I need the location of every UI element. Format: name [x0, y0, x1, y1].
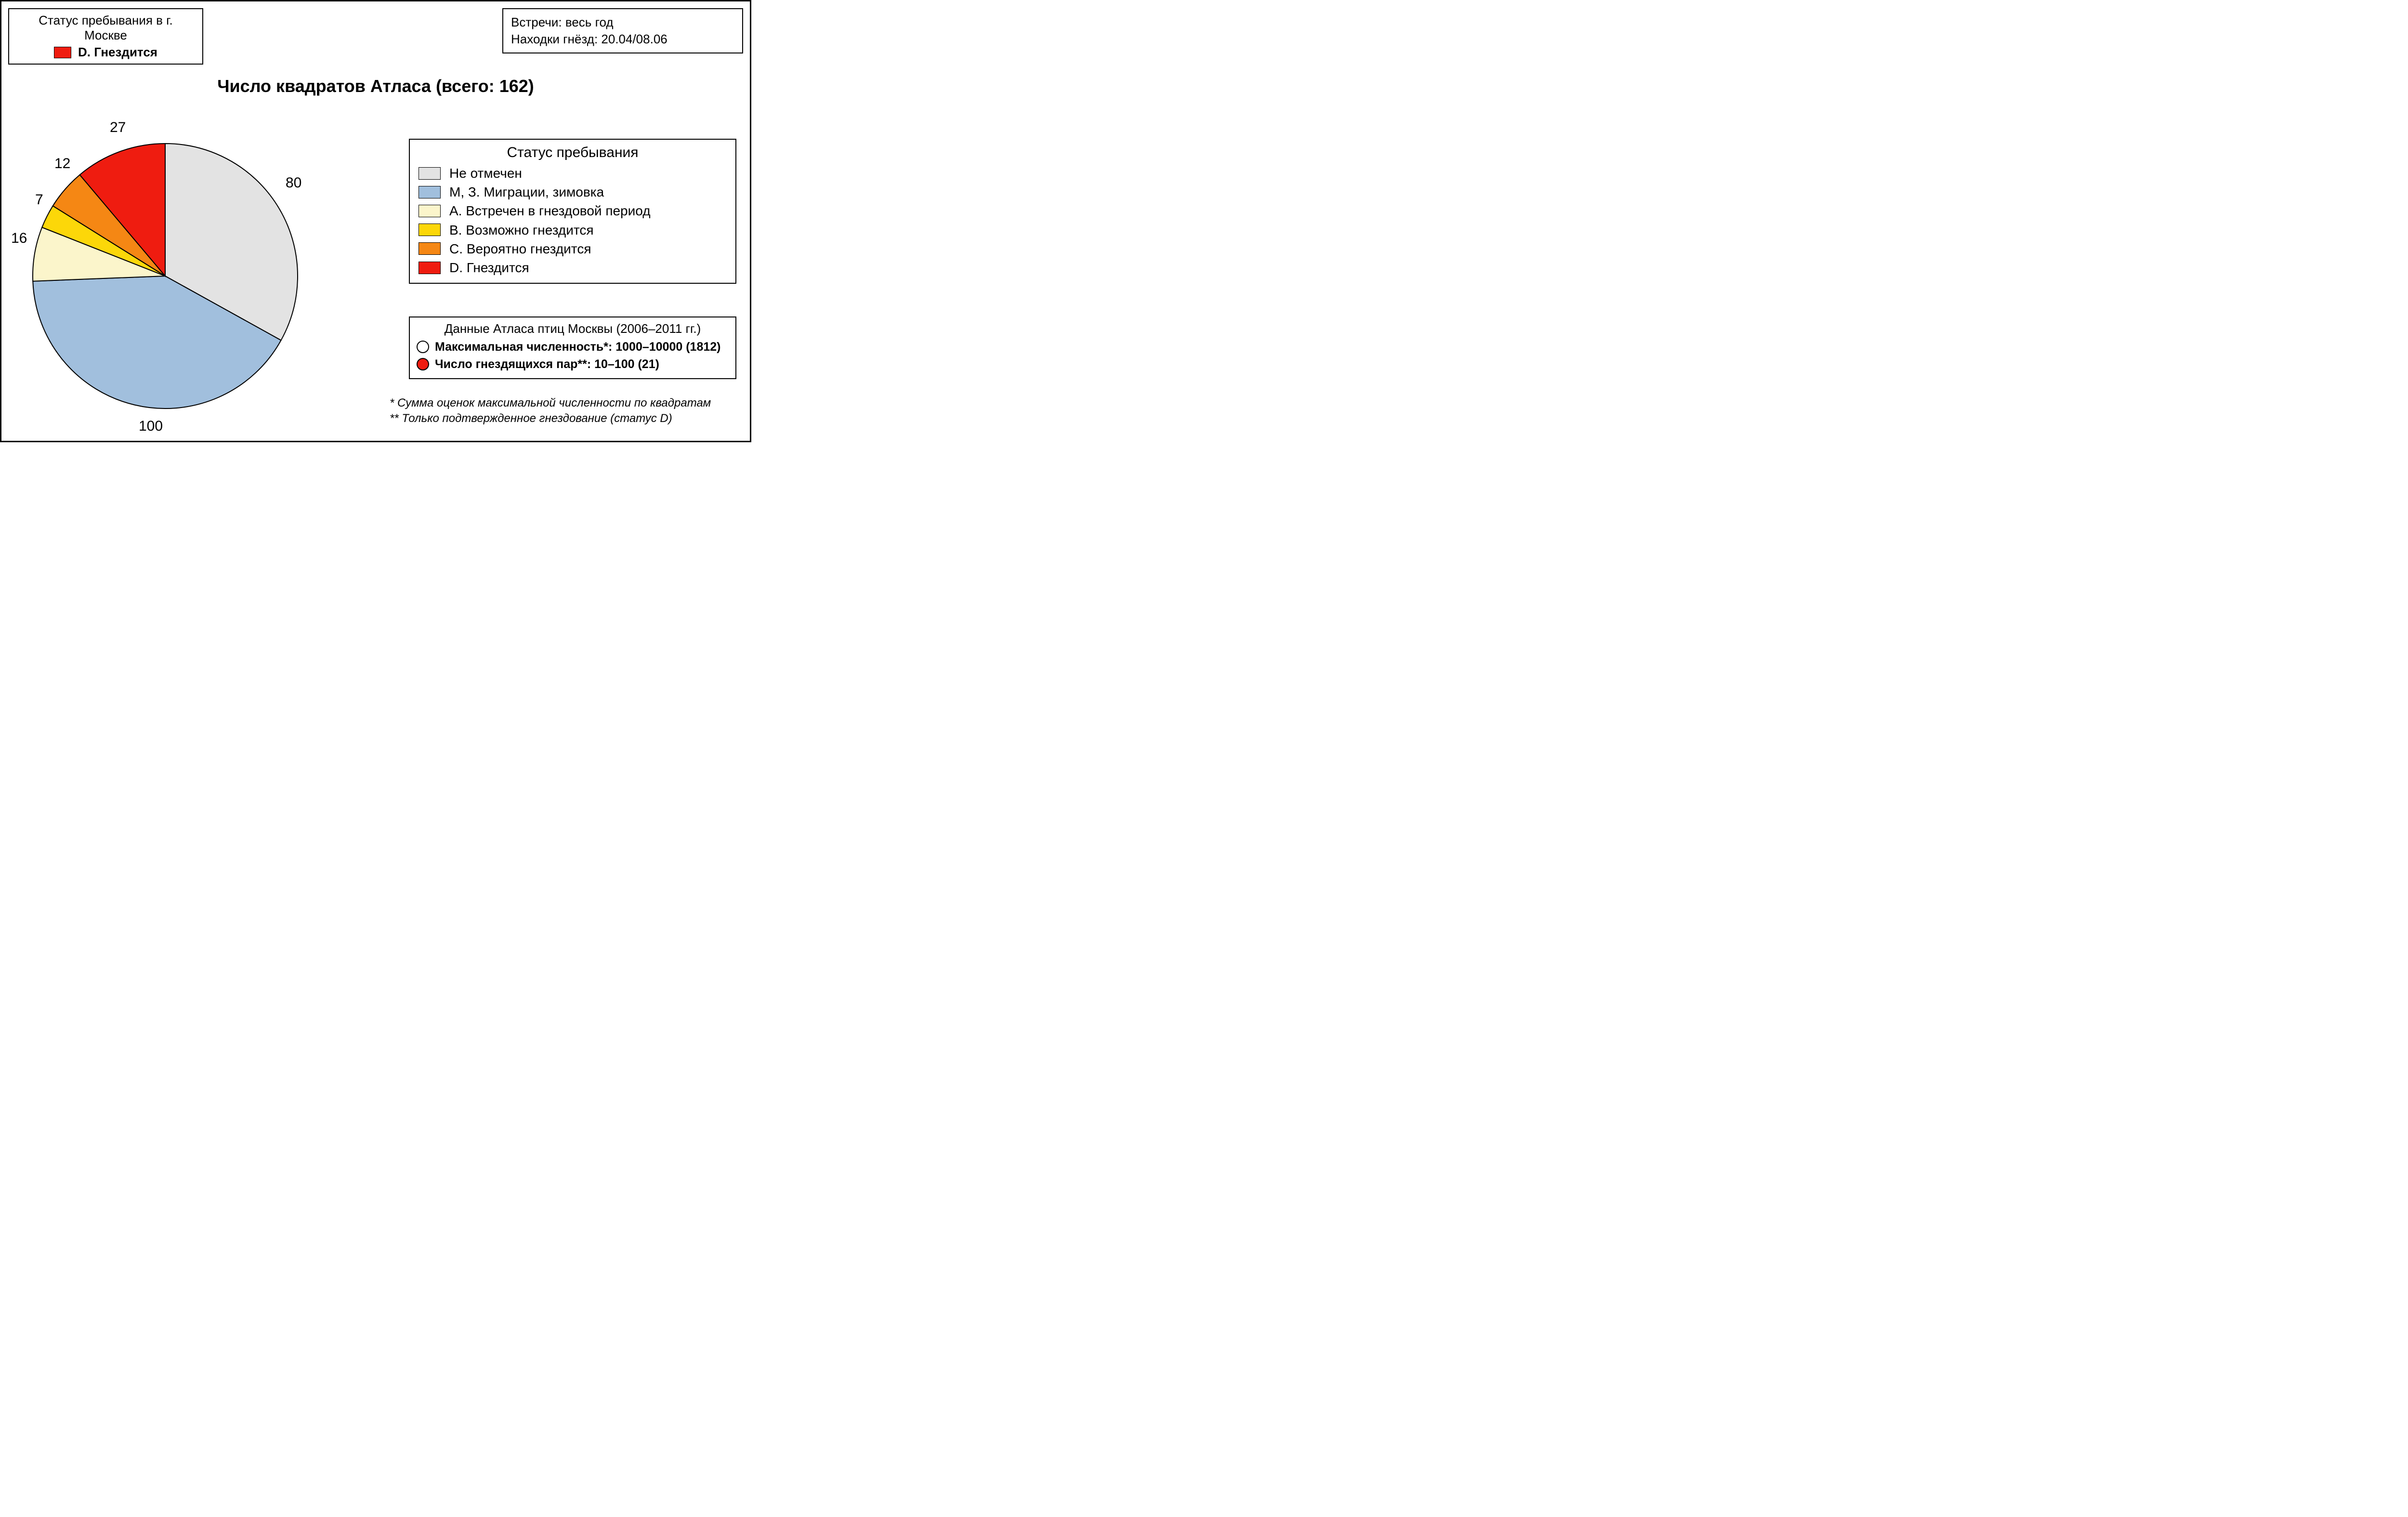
pie-slice-label: 100 — [139, 418, 163, 435]
status-moscow-label: D. Гнездится — [78, 45, 157, 60]
atlas-data-row: Число гнездящихся пар**: 10–100 (21) — [417, 356, 729, 373]
pie-svg — [30, 112, 300, 421]
footnote-2: ** Только подтвержденное гнездование (ст… — [390, 411, 736, 426]
atlas-data-box: Данные Атласа птиц Москвы (2006–2011 гг.… — [409, 317, 736, 379]
legend-swatch — [419, 167, 441, 180]
pie-slice-label: 80 — [286, 175, 301, 191]
legend-label: М, З. Миграции, зимовка — [449, 183, 604, 201]
status-moscow-swatch — [54, 47, 71, 58]
pie-chart: 801001671227 — [30, 112, 300, 421]
legend-item: Не отмечен — [419, 164, 727, 183]
pie-slice-label: 27 — [110, 119, 126, 136]
legend-item: A. Встречен в гнездовой период — [419, 201, 727, 220]
legend-label: D. Гнездится — [449, 258, 529, 277]
pie-slice-label: 12 — [54, 156, 70, 172]
atlas-data-row: Максимальная численность*: 1000–10000 (1… — [417, 338, 729, 356]
meetings-box: Встречи: весь год Находки гнёзд: 20.04/0… — [502, 8, 743, 53]
status-moscow-row: D. Гнездится — [16, 45, 196, 60]
atlas-data-rows: Максимальная численность*: 1000–10000 (1… — [417, 338, 729, 373]
pie-slice-label: 16 — [11, 230, 27, 247]
atlas-data-text: Максимальная численность*: 1000–10000 (1… — [435, 338, 721, 356]
legend-item: М, З. Миграции, зимовка — [419, 183, 727, 201]
chart-title: Число квадратов Атласа (всего: 162) — [1, 76, 750, 96]
chart-frame: Статус пребывания в г. Москве D. Гнездит… — [0, 0, 751, 442]
legend-title: Статус пребывания — [419, 145, 727, 161]
legend-box: Статус пребывания Не отмеченМ, З. Миграц… — [409, 139, 736, 284]
legend-item: B. Возможно гнездится — [419, 221, 727, 239]
legend-label: Не отмечен — [449, 164, 522, 183]
status-moscow-title: Статус пребывания в г. Москве — [16, 13, 196, 43]
legend-label: C. Вероятно гнездится — [449, 239, 591, 258]
footnotes: * Сумма оценок максимальной численности … — [390, 396, 736, 427]
legend-item: D. Гнездится — [419, 258, 727, 277]
circle-marker-icon — [417, 341, 429, 353]
atlas-data-heading: Данные Атласа птиц Москвы (2006–2011 гг.… — [417, 321, 729, 336]
status-moscow-box: Статус пребывания в г. Москве D. Гнездит… — [8, 8, 203, 65]
legend-items: Не отмеченМ, З. Миграции, зимовкаA. Встр… — [419, 164, 727, 277]
legend-swatch — [419, 262, 441, 274]
legend-swatch — [419, 205, 441, 217]
legend-swatch — [419, 186, 441, 198]
pie-slice-label: 7 — [35, 192, 43, 208]
legend-label: A. Встречен в гнездовой период — [449, 201, 651, 220]
meetings-line-1: Встречи: весь год — [511, 14, 734, 31]
legend-item: C. Вероятно гнездится — [419, 239, 727, 258]
legend-swatch — [419, 242, 441, 255]
legend-label: B. Возможно гнездится — [449, 221, 594, 239]
footnote-1: * Сумма оценок максимальной численности … — [390, 396, 736, 411]
legend-swatch — [419, 224, 441, 236]
atlas-data-text: Число гнездящихся пар**: 10–100 (21) — [435, 356, 659, 373]
circle-marker-icon — [417, 358, 429, 370]
meetings-line-2: Находки гнёзд: 20.04/08.06 — [511, 31, 734, 48]
